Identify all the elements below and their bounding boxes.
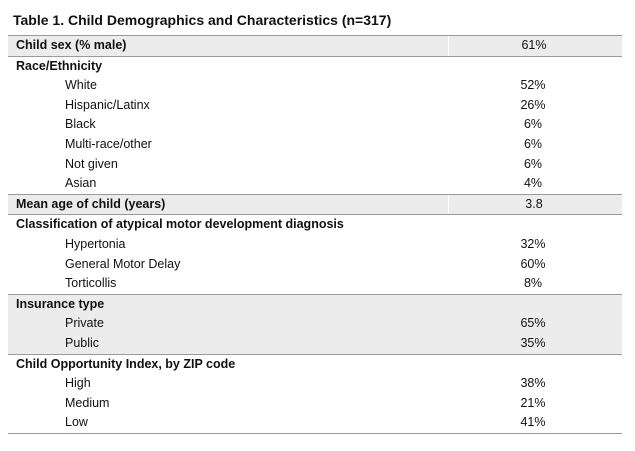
table-row: Multi-race/other 6% [8,135,622,155]
table-section-classification-of-atypical-motor-development-diagnosis: Classification of atypical motor develop… [8,214,622,293]
table-row: Hispanic/Latinx 26% [8,96,622,116]
table-row: Not given 6% [8,155,622,175]
table-header-row: Insurance type [8,295,622,315]
table-section-child-opportunity-index-by-zip-code: Child Opportunity Index, by ZIP code High… [8,353,622,433]
row-label: Asian [65,176,97,191]
row-label: Child sex (% male) [16,38,127,52]
table-header-row: Mean age of child (years) 3.8 [8,194,622,215]
row-value: 65% [520,316,546,331]
table-row: Medium 21% [8,394,622,414]
row-label: Hispanic/Latinx [65,97,150,112]
table-row: White 52% [8,76,622,96]
row-label: Medium [65,395,110,410]
row-label: Insurance type [16,296,105,311]
row-label: Torticollis [65,276,117,291]
row-value: 60% [520,256,546,271]
row-value: 61% [448,36,619,56]
row-value: 6% [523,156,543,171]
row-value: 6% [523,136,543,151]
row-label: Multi-race/other [65,136,152,151]
table-row: Private 65% [8,314,622,334]
table-row: Low 41% [8,413,622,433]
row-value: 32% [520,236,546,251]
table-row: Hypertonia 32% [8,235,622,255]
row-value: 41% [520,415,546,430]
table-header-row: Child Opportunity Index, by ZIP code [8,355,622,375]
row-value: 52% [520,78,546,93]
row-label: Mean age of child (years) [16,196,166,211]
row-value: 35% [520,335,546,350]
table-row: General Motor Delay 60% [8,255,622,275]
table-section-child-sex-male: Child sex (% male) 61% [8,36,622,56]
table-row: Black 6% [8,115,622,135]
table-section-mean-age-of-child-years: Mean age of child (years) 3.8 [8,193,622,215]
row-label: High [65,376,91,391]
row-value: 6% [523,117,543,132]
row-label: Race/Ethnicity [16,58,103,73]
table-title: Table 1. Child Demographics and Characte… [13,12,392,28]
row-value: 3.8 [448,194,619,215]
table-row: Asian 4% [8,174,622,194]
table-row: Torticollis 8% [8,274,622,294]
row-value: 38% [520,376,546,391]
row-label: Hypertonia [65,236,126,251]
row-label: Not given [65,156,118,171]
table-header-row: Child sex (% male) 61% [8,36,622,56]
table-section-race-ethnicity: Race/Ethnicity White 52% Hispanic/Latinx 26%… [8,55,622,194]
row-value: 8% [523,276,543,291]
row-value: 21% [520,395,546,410]
table-header-row: Classification of atypical motor develop… [8,215,622,235]
row-label: Public [65,335,100,350]
row-label: Child Opportunity Index, by ZIP code [16,356,236,371]
table-row: Public 35% [8,334,622,354]
row-value: 26% [520,97,546,112]
table-section-insurance-type: Insurance type Private 65% Public 35% [8,293,622,354]
table-header-row: Race/Ethnicity [8,57,622,77]
table-row: High 38% [8,374,622,394]
row-label: Private [65,316,104,331]
demographics-table: Child sex (% male) 61% Race/Ethnicity White… [8,35,622,434]
row-value: 4% [523,176,543,191]
row-label: White [65,78,97,93]
row-label: Low [65,415,88,430]
row-label: General Motor Delay [65,256,181,271]
row-label: Black [65,117,96,132]
row-label: Classification of atypical motor develop… [16,217,344,232]
